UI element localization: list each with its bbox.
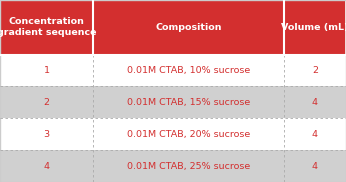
Bar xyxy=(93,55,284,86)
Text: 0.01M CTAB, 15% sucrose: 0.01M CTAB, 15% sucrose xyxy=(127,98,250,107)
Text: 4: 4 xyxy=(44,162,50,171)
Text: Volume (mL): Volume (mL) xyxy=(281,23,346,32)
Text: 0.01M CTAB, 25% sucrose: 0.01M CTAB, 25% sucrose xyxy=(127,162,250,171)
Bar xyxy=(284,0,346,55)
Bar xyxy=(284,55,346,86)
Bar xyxy=(0,86,93,118)
Text: Composition: Composition xyxy=(155,23,222,32)
Bar xyxy=(0,150,93,182)
Bar xyxy=(284,150,346,182)
Bar xyxy=(0,0,93,55)
Text: 4: 4 xyxy=(312,162,318,171)
Bar xyxy=(0,118,93,150)
Text: 2: 2 xyxy=(44,98,50,107)
Text: 4: 4 xyxy=(312,130,318,139)
Bar xyxy=(284,86,346,118)
Bar xyxy=(93,118,284,150)
Text: 0.01M CTAB, 20% sucrose: 0.01M CTAB, 20% sucrose xyxy=(127,130,250,139)
Text: 1: 1 xyxy=(44,66,50,75)
Bar xyxy=(93,150,284,182)
Text: 2: 2 xyxy=(312,66,318,75)
Text: 4: 4 xyxy=(312,98,318,107)
Bar xyxy=(0,55,93,86)
Bar xyxy=(284,118,346,150)
Bar xyxy=(93,86,284,118)
Text: Concentration
gradient sequence: Concentration gradient sequence xyxy=(0,17,97,37)
Text: 3: 3 xyxy=(44,130,50,139)
Text: 0.01M CTAB, 10% sucrose: 0.01M CTAB, 10% sucrose xyxy=(127,66,250,75)
Bar xyxy=(93,0,284,55)
